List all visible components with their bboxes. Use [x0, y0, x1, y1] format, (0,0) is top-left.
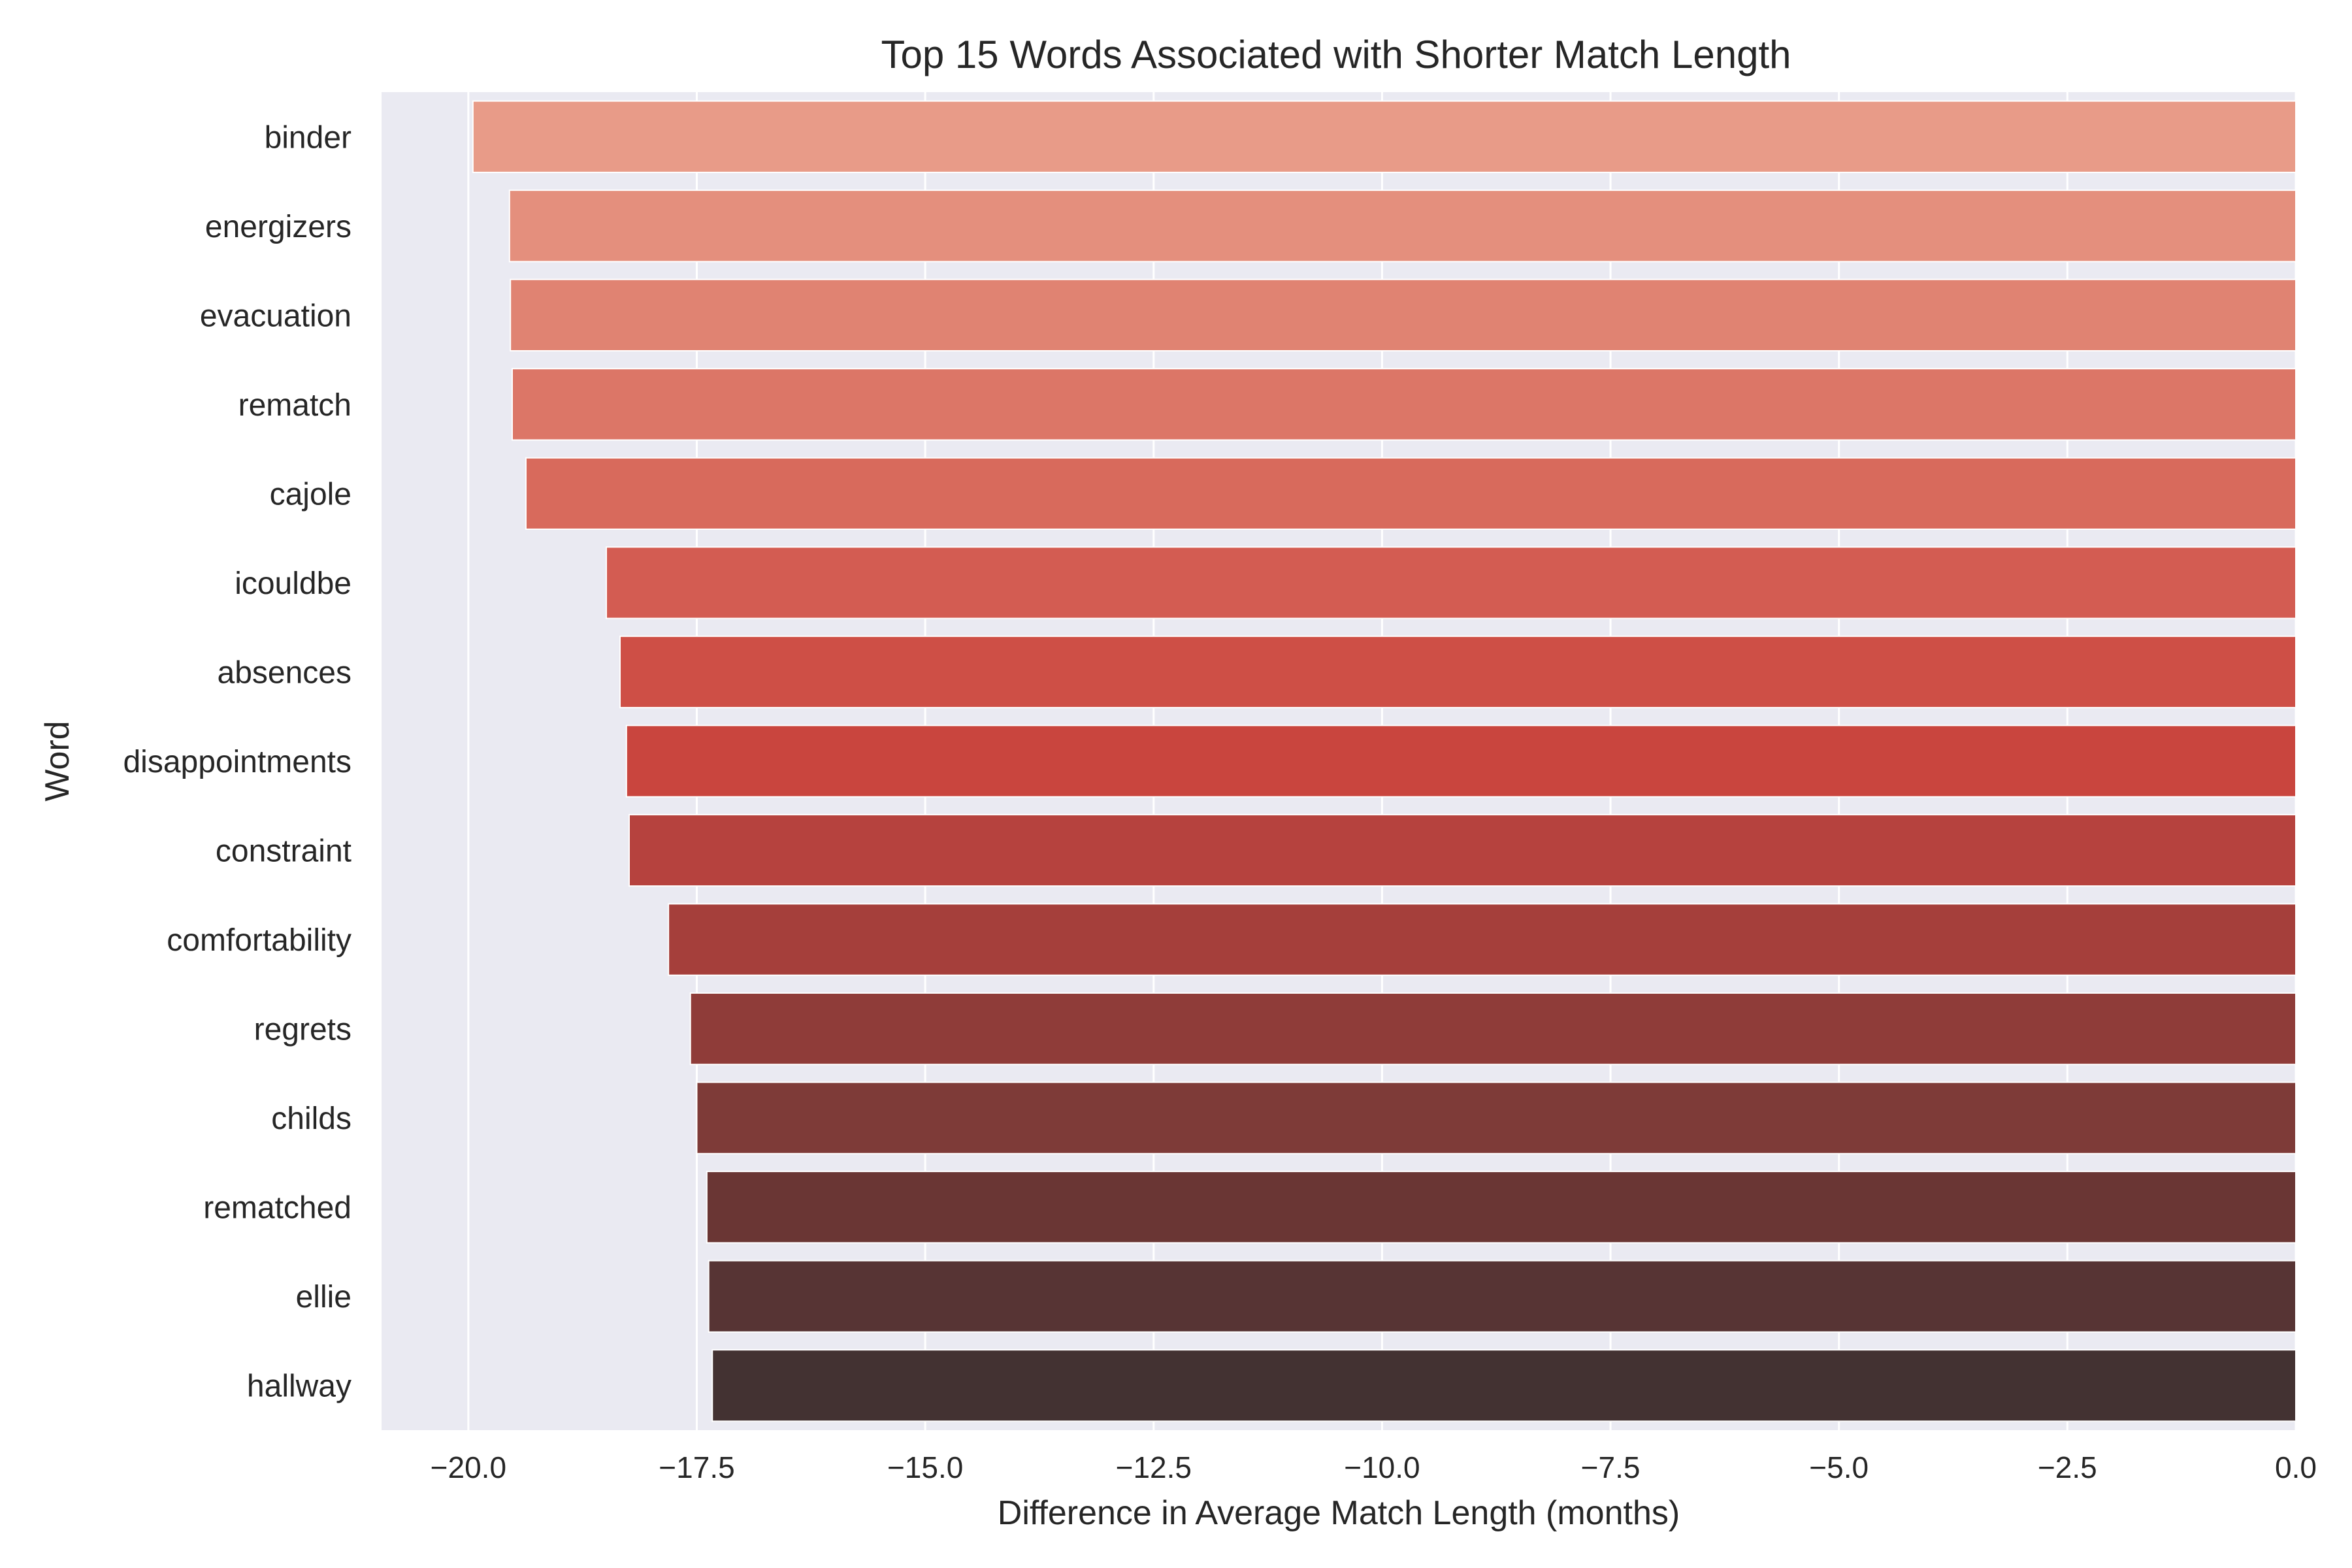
bar-ellie	[708, 1260, 2297, 1333]
x-tick-label: −15.0	[887, 1450, 963, 1484]
y-tick-label: childs	[271, 1102, 351, 1136]
bar-childs	[696, 1081, 2297, 1154]
x-tick-label: −10.0	[1344, 1450, 1420, 1484]
y-tick-label: constraint	[216, 834, 351, 869]
x-tick-label: −5.0	[1809, 1450, 1869, 1484]
x-tick-label: 0.0	[2275, 1450, 2317, 1484]
x-tick-label: −2.5	[2038, 1450, 2097, 1484]
y-tick-label: regrets	[254, 1013, 351, 1047]
bars	[472, 100, 2297, 1422]
y-tick-label: rematch	[238, 388, 351, 423]
x-tick-label: −7.5	[1581, 1450, 1641, 1484]
bar-cajole	[525, 457, 2297, 531]
x-tick-label: −12.5	[1116, 1450, 1192, 1484]
y-tick-label: cajole	[270, 477, 351, 512]
bar-disappointments	[625, 725, 2297, 798]
y-axis-label: Word	[39, 721, 76, 801]
chart-title: Top 15 Words Associated with Shorter Mat…	[881, 33, 1791, 76]
y-tick-label: ellie	[296, 1280, 351, 1315]
y-tick-label: disappointments	[123, 745, 351, 779]
bar-regrets	[689, 992, 2296, 1066]
y-tick-label: evacuation	[200, 299, 351, 333]
y-tick-labels: binder energizers evacuation rematch cajole i…	[123, 120, 351, 1403]
bar-rematched	[706, 1171, 2297, 1244]
y-tick-label: energizers	[205, 210, 351, 244]
x-tick-label: −20.0	[431, 1450, 506, 1484]
y-tick-label: hallway	[247, 1369, 351, 1404]
bar-comfortability	[668, 903, 2296, 976]
bar-icouldbe	[606, 546, 2296, 619]
x-axis-label: Difference in Average Match Length (mont…	[998, 1494, 1680, 1532]
y-tick-label: comfortability	[167, 923, 351, 958]
bar-binder	[472, 100, 2297, 173]
x-tick-label: −17.5	[659, 1450, 734, 1484]
bar-constraint	[629, 813, 2296, 887]
bar-evacuation	[510, 278, 2297, 351]
y-tick-label: binder	[265, 120, 351, 155]
x-tick-labels: −20.0 −17.5 −15.0 −12.5 −10.0 −7.5 −5.0 −2.5 0.0	[431, 1450, 2317, 1484]
y-tick-label: icouldbe	[235, 566, 351, 601]
bar-absences	[619, 635, 2296, 709]
y-tick-label: absences	[218, 655, 351, 690]
y-tick-label: rematched	[203, 1191, 351, 1226]
bar-rematch	[511, 368, 2297, 441]
bar-hallway	[711, 1349, 2296, 1422]
bar-energizers	[508, 189, 2296, 263]
